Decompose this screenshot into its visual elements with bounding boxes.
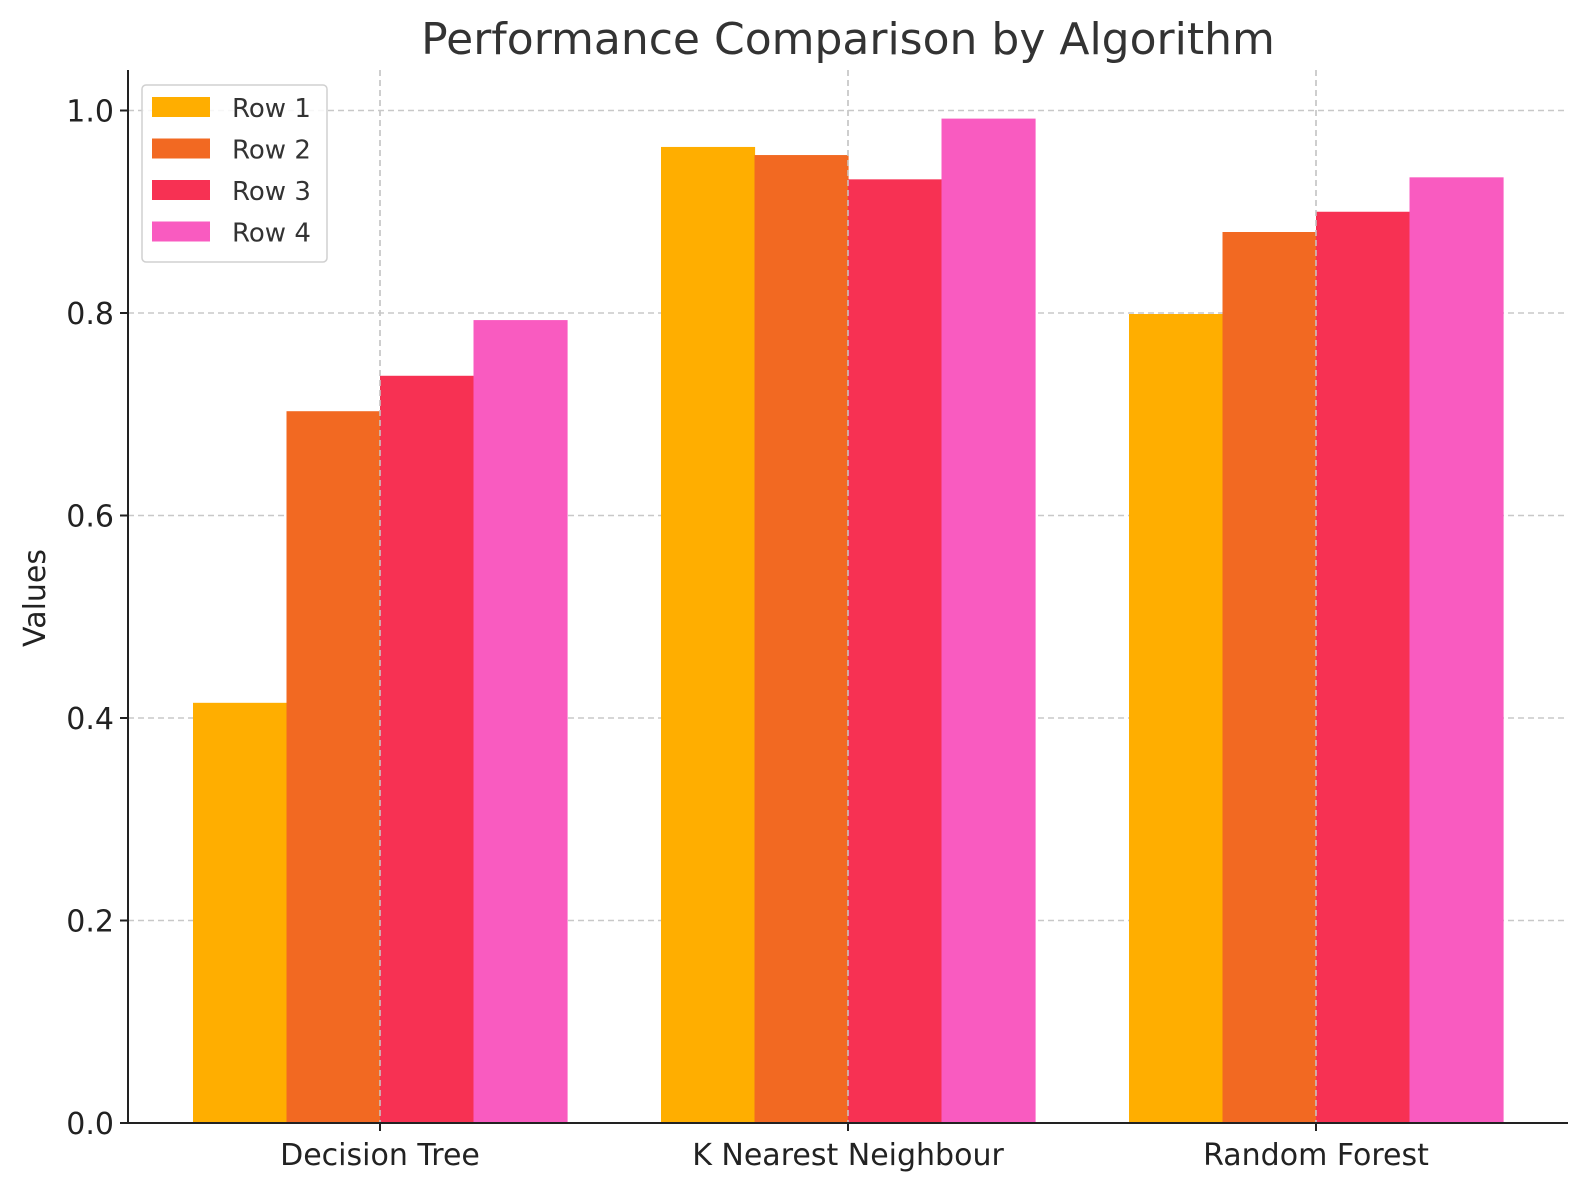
legend-swatch	[152, 180, 210, 200]
y-tick-label: 0.4	[66, 702, 114, 737]
legend-swatch	[152, 138, 210, 159]
legend-label: Row 1	[232, 94, 311, 124]
legend: Row 1 Row 2 Row 3 Row 4	[141, 84, 328, 263]
y-tick-label: 0.8	[66, 297, 114, 332]
bar-row-3-k-nearest-neighbour	[848, 179, 943, 1124]
chart-title: Performance Comparison by Algorithm	[421, 14, 1275, 65]
bar-row-3-random-forest	[1316, 211, 1411, 1123]
bar-row-3-decision-tree	[380, 375, 475, 1123]
y-tick-label: 0.6	[66, 500, 114, 535]
x-tick-label: Decision Tree	[280, 1138, 480, 1173]
legend-label: Row 4	[232, 219, 311, 249]
bar-row-4-decision-tree	[473, 320, 568, 1123]
bars-layer	[193, 70, 1504, 1124]
x-tick-label: Random Forest	[1203, 1138, 1429, 1173]
bar-row-1-random-forest	[1129, 314, 1224, 1123]
y-axis-label: Values	[18, 549, 53, 647]
bar-row-4-random-forest	[1409, 177, 1504, 1123]
bar-row-2-k-nearest-neighbour	[754, 155, 849, 1124]
y-tick-label: 0.2	[66, 905, 114, 940]
legend-label: Row 3	[232, 177, 311, 207]
legend-label: Row 2	[232, 136, 311, 166]
bar-row-2-random-forest	[1222, 232, 1317, 1123]
x-tick-label: K Nearest Neighbour	[692, 1138, 1004, 1173]
axes-layer: 0.0 0.2 0.4 0.6 0.8 1.0 Decision Tree K Nearest…	[66, 70, 1568, 1173]
legend-swatch	[152, 221, 210, 242]
bar-row-4-k-nearest-neighbour	[941, 118, 1036, 1124]
y-tick-label: 0.0	[66, 1107, 114, 1142]
bar-row-2-decision-tree	[286, 411, 381, 1123]
legend-swatch	[152, 97, 210, 117]
y-tick-label: 1.0	[66, 95, 114, 130]
bar-row-1-k-nearest-neighbour	[661, 146, 756, 1123]
bar-row-1-decision-tree	[193, 702, 288, 1123]
legend-box	[141, 84, 328, 263]
